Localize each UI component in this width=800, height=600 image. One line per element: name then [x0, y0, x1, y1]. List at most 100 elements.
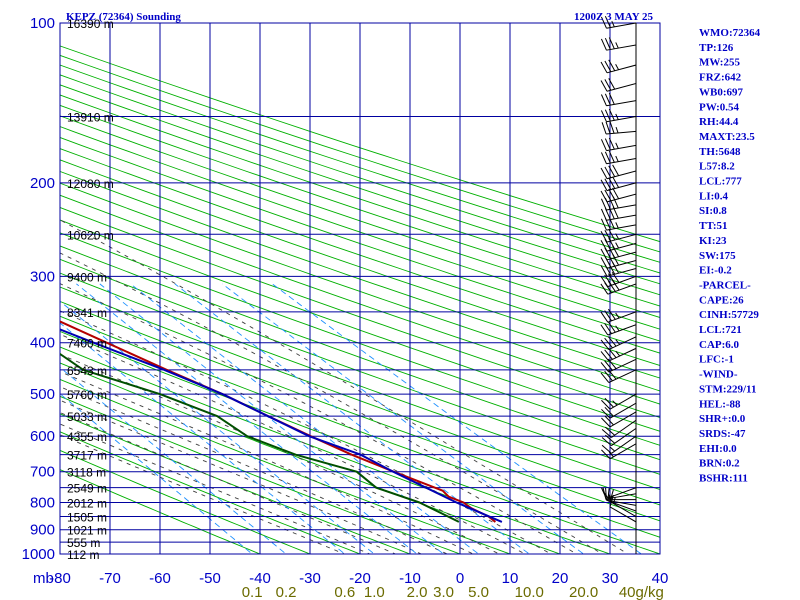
index-line: FRZ:642 — [699, 72, 742, 84]
index-panel: WMO:72364 TP:126 MW:255 FRZ:642 WB0:697 PW:0.… — [699, 27, 761, 485]
mixing-ratio-label: 5.0 — [468, 584, 489, 600]
dry-adiabat — [60, 378, 512, 554]
temperature-tick-label: 30 — [602, 570, 619, 587]
pressure-tick-label: 400 — [30, 335, 55, 352]
dry-adiabat — [60, 245, 660, 461]
dry-adiabat — [60, 431, 362, 554]
height-label: 2549 m — [67, 482, 107, 496]
index-line: PW:0.54 — [699, 101, 740, 113]
wind-barb — [601, 411, 637, 428]
wind-barb — [600, 164, 637, 180]
mixing-ratio-line — [130, 283, 480, 554]
dry-adiabat — [60, 258, 660, 475]
mixing-ratio-label: 3.0 — [433, 584, 454, 600]
wind-barb — [600, 279, 637, 295]
height-label: 3118 m — [67, 466, 106, 480]
temperature-tick-label: -10 — [399, 570, 421, 587]
temperature-tick-label: 10 — [502, 570, 519, 587]
height-label: 8341 m — [67, 306, 107, 320]
index-line: EHI:0.0 — [699, 443, 737, 455]
wind-barb — [601, 393, 637, 410]
pressure-unit-label: mb — [33, 570, 54, 587]
index-line: SHR+:0.0 — [699, 413, 746, 425]
moist-adiabat — [60, 252, 604, 554]
temperature-tick-label: -70 — [99, 570, 121, 587]
height-label: 5033 m — [67, 410, 107, 424]
wind-barb — [601, 427, 637, 446]
wind-barb — [600, 308, 637, 323]
pressure-tick-label: 700 — [30, 464, 55, 481]
temperature-tick-label: 0 — [456, 570, 464, 587]
height-label: 1021 m — [67, 524, 107, 538]
index-line: HEL:-88 — [699, 398, 741, 410]
wind-barb — [600, 369, 637, 383]
wind-barb — [601, 435, 637, 454]
mixing-ratio-line — [222, 283, 585, 554]
chart-title: KEPZ (72364) Sounding — [66, 11, 181, 23]
height-label: 10620 m — [67, 228, 114, 242]
height-label: 9400 m — [67, 270, 107, 284]
pressure-tick-label: 200 — [30, 175, 55, 192]
index-line: MW:255 — [699, 57, 740, 69]
index-line: BRN:0.2 — [699, 458, 740, 470]
dry-adiabat — [60, 315, 660, 538]
dry-adiabat — [60, 449, 312, 554]
index-line: TH:5648 — [699, 146, 741, 158]
height-label: 7400 m — [67, 337, 107, 351]
wind-barb — [600, 228, 637, 243]
index-line: CINH:57729 — [699, 309, 759, 321]
wind-barb — [600, 59, 637, 74]
temperature-tick-label: -60 — [149, 570, 171, 587]
wind-barb — [601, 402, 637, 419]
index-line: LCL:777 — [699, 176, 742, 188]
chart-subtitle: 1200Z 3 MAY 25 — [574, 11, 653, 23]
wind-barb — [600, 16, 637, 29]
temperature-tick-label: -40 — [249, 570, 271, 587]
wind-barb — [600, 196, 637, 211]
index-line: STM:229/11 — [699, 383, 756, 395]
height-label: 5760 m — [67, 388, 107, 402]
index-line: KI:23 — [699, 235, 727, 247]
dry-adiabat — [60, 272, 660, 491]
dewpoint-trace — [60, 352, 460, 523]
dry-adiabat — [60, 300, 660, 522]
dry-adiabat — [60, 346, 612, 554]
index-line: L57:8.2 — [699, 161, 735, 173]
temperature-tick-label: -20 — [349, 570, 371, 587]
wind-barb — [609, 494, 637, 523]
mixing-ratio-line — [60, 300, 376, 554]
height-label: 13910 m — [67, 111, 114, 125]
grid — [59, 22, 661, 555]
temperature-tick-label: -80 — [49, 570, 71, 587]
mixing-ratio-line — [60, 322, 346, 554]
dry-adiabat — [60, 286, 660, 506]
mixing-ratio-line — [272, 283, 643, 554]
index-line: SI:0.8 — [699, 205, 727, 217]
mixing-ratio-label: 0.6 — [334, 584, 355, 600]
moist-adiabat — [60, 219, 629, 554]
wind-barb — [600, 358, 637, 373]
index-line: BSHR:111 — [699, 473, 748, 485]
pressure-tick-label: 300 — [30, 268, 55, 285]
wind-barb — [601, 443, 637, 460]
index-line: CAPE:26 — [699, 294, 744, 306]
mixing-ratio-label: 2.0 — [407, 584, 428, 600]
index-line: -WIND- — [699, 369, 738, 381]
index-line: WMO:72364 — [699, 27, 761, 39]
temperature-tick-label: -50 — [199, 570, 221, 587]
moist-adiabat — [60, 310, 552, 554]
wind-barb — [600, 150, 637, 165]
wind-barb — [600, 321, 637, 336]
height-label: 112 m — [67, 548, 99, 562]
pressure-tick-label: 1000 — [22, 546, 55, 563]
mixing-ratio-label: 10.0 — [515, 584, 544, 600]
index-line: SRDS:-47 — [699, 428, 746, 440]
mixing-ratio-line — [60, 393, 253, 554]
mixing-ratio-line — [76, 283, 418, 554]
height-label: 6543 m — [67, 364, 107, 378]
pressure-tick-label: 800 — [30, 495, 55, 512]
wind-barb — [601, 419, 637, 438]
height-label: 12080 m — [67, 177, 114, 191]
